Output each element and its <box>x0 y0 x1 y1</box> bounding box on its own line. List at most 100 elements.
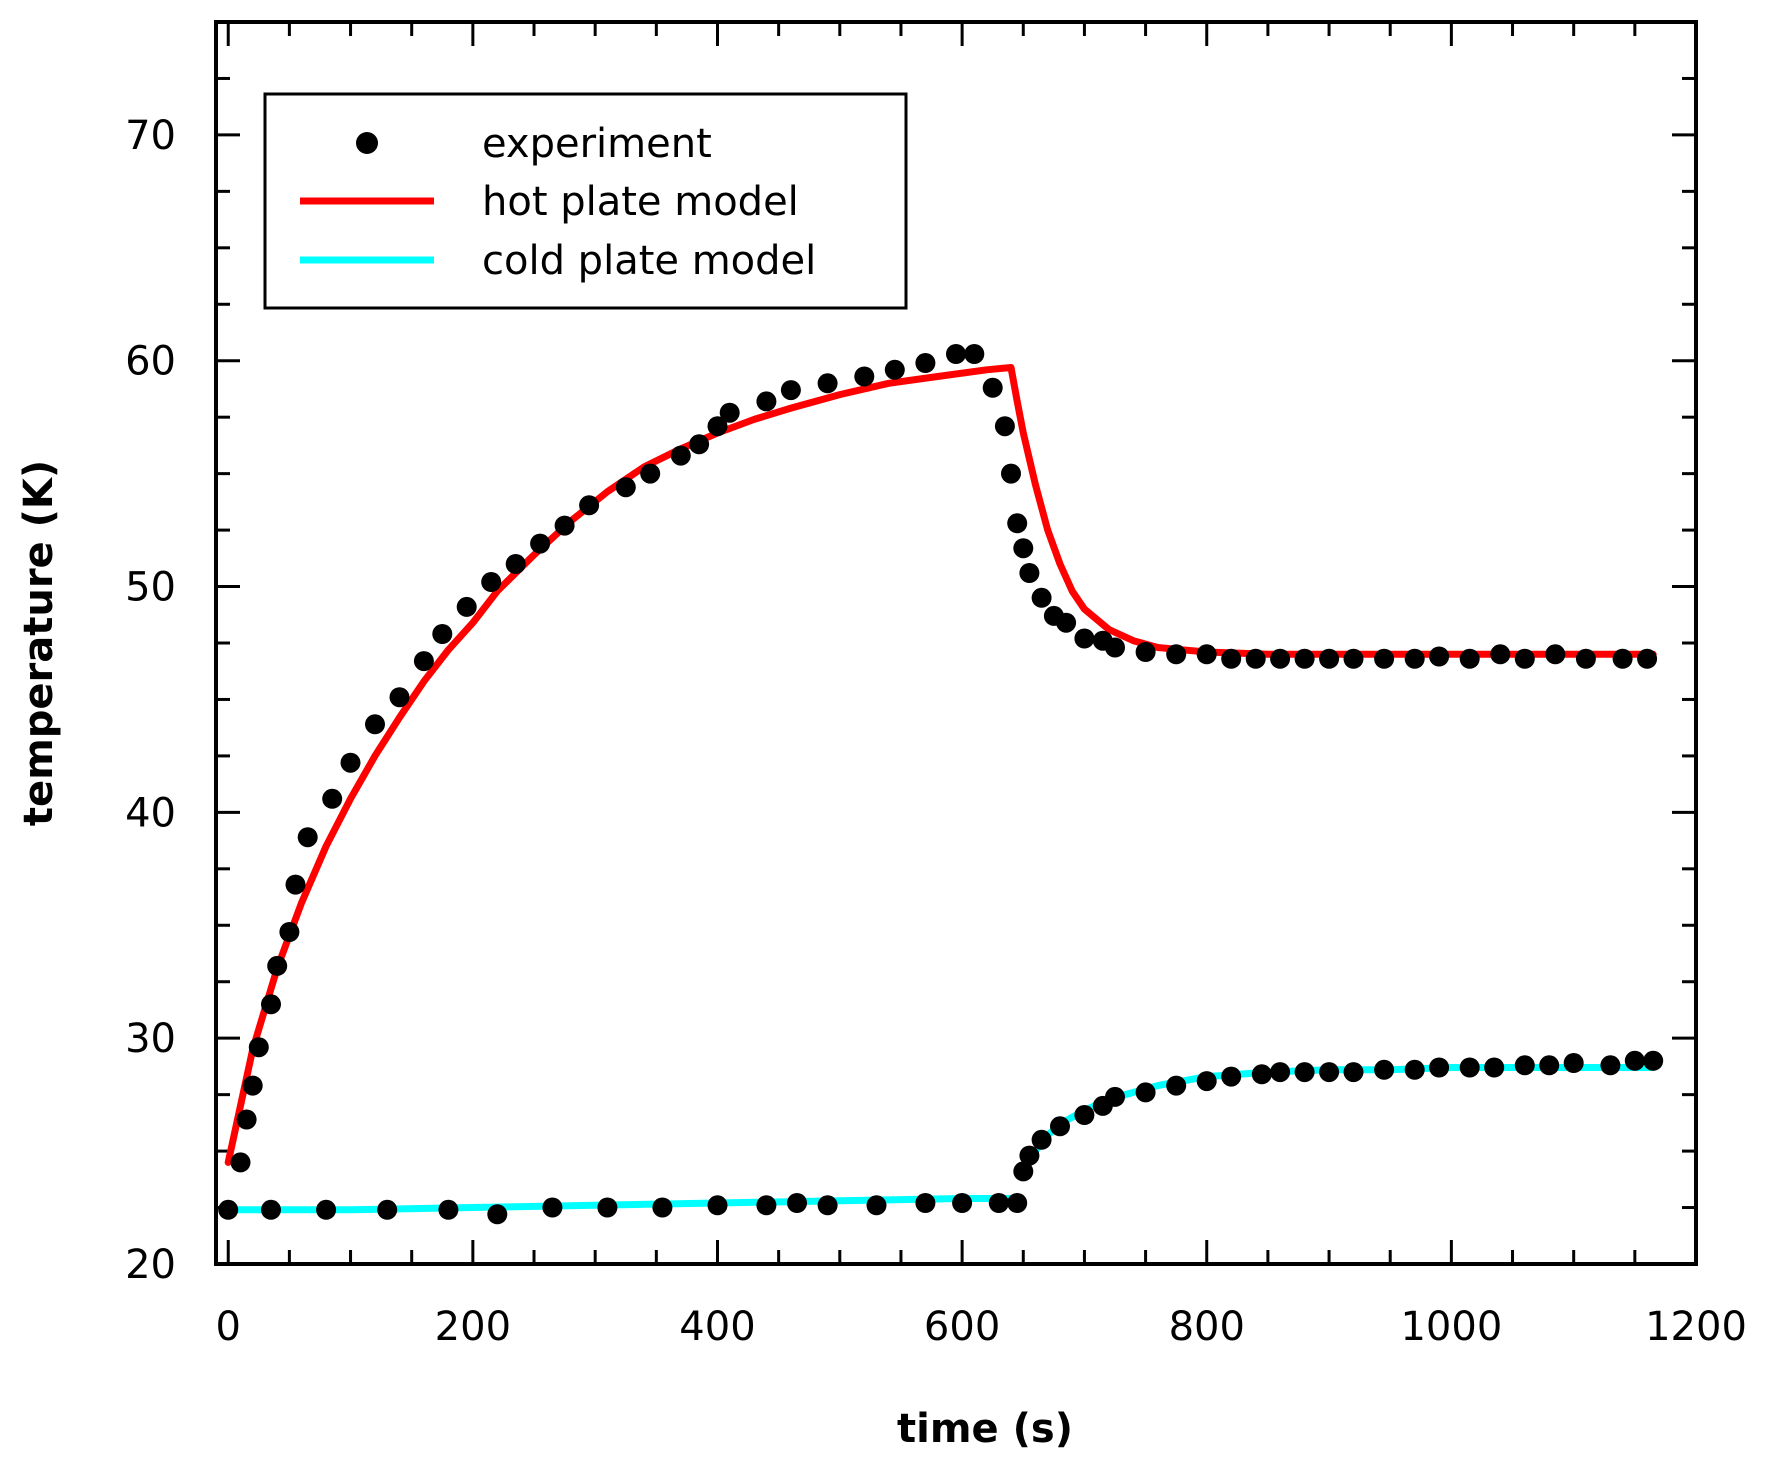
y-tick-label: 70 <box>125 113 176 159</box>
cold-plate-model-line <box>224 1195 1015 1214</box>
experiment-point <box>1294 1062 1315 1083</box>
experiment-point <box>817 1195 838 1216</box>
experiment-point <box>279 922 300 942</box>
experiment-point <box>1196 1071 1217 1092</box>
experiment-point <box>1074 628 1095 649</box>
experiment-point <box>670 445 691 466</box>
experiment-point <box>1319 1062 1340 1083</box>
experiment-point <box>1074 1105 1095 1125</box>
experiment-point <box>1374 1059 1395 1080</box>
experiment-point <box>964 344 985 364</box>
experiment-point <box>1490 644 1511 665</box>
experiment-point <box>988 1193 1009 1213</box>
cold-plate-model-line <box>1019 1064 1657 1178</box>
experiment-point <box>316 1199 337 1220</box>
experiment-point <box>1221 1066 1242 1087</box>
x-tick-label: 800 <box>1169 1304 1245 1350</box>
experiment-point <box>756 1195 777 1216</box>
hot-plate-model-line <box>224 364 1657 1166</box>
experiment-point <box>1251 1064 1272 1085</box>
x-tick-label: 200 <box>435 1304 511 1350</box>
experiment-point <box>1404 648 1425 669</box>
experiment-point <box>946 344 966 364</box>
experiment-point <box>1050 1116 1070 1137</box>
experiment-point <box>780 380 801 401</box>
y-tick-label: 50 <box>125 565 176 611</box>
experiment-point <box>236 1109 257 1130</box>
experiment-point <box>481 572 502 592</box>
experiment-point <box>1563 1053 1584 1073</box>
experiment-point <box>579 495 600 516</box>
experiment-point <box>377 1199 398 1220</box>
experiment-point <box>1459 648 1480 669</box>
experiment-point <box>340 752 361 773</box>
experiment-point <box>1135 1082 1156 1103</box>
experiment-point <box>1056 612 1077 633</box>
experiment-point <box>1019 563 1040 583</box>
experiment-point <box>530 533 551 554</box>
experiment-point <box>1019 1145 1040 1166</box>
experiment-point <box>432 624 453 644</box>
experiment-point <box>248 1037 269 1058</box>
experiment-point <box>1484 1057 1505 1078</box>
experiment-point <box>297 827 318 848</box>
experiment-point <box>1612 648 1633 669</box>
experiment-point <box>1105 637 1125 658</box>
experiment-point <box>1031 1129 1052 1150</box>
model-lines <box>224 364 1657 1214</box>
experiment-point <box>1013 1161 1034 1182</box>
experiment-point <box>1459 1057 1480 1078</box>
experiment-point <box>1374 648 1395 669</box>
y-tick-label: 60 <box>125 339 176 385</box>
y-tick-label: 20 <box>125 1242 176 1288</box>
experiment-point <box>1343 1062 1364 1083</box>
experiment-point <box>982 377 1003 398</box>
experiment-point <box>1624 1050 1645 1071</box>
experiment-point <box>787 1193 807 1213</box>
experiment-point <box>1196 644 1217 665</box>
experiment-point <box>719 402 740 423</box>
legend: experiment hot plate model cold plate mo… <box>263 92 908 310</box>
experiment-point <box>1429 646 1450 667</box>
experiment-point <box>689 434 710 455</box>
experiment-point <box>1575 648 1596 669</box>
experiment-point <box>640 463 661 484</box>
experiment-point <box>285 874 306 895</box>
experiment-point <box>1643 1050 1664 1071</box>
experiment-point <box>652 1197 673 1218</box>
y-tick-label: 40 <box>125 790 176 836</box>
experiment-point <box>1294 648 1315 669</box>
experiment-point <box>707 1195 728 1216</box>
x-tick-label: 600 <box>924 1304 1000 1350</box>
experiment-point <box>1343 648 1364 669</box>
y-axis-title: temperature (K) <box>16 460 62 826</box>
y-tick-label: 30 <box>125 1016 176 1062</box>
experiment-point <box>915 353 936 373</box>
experiment-point <box>915 1193 936 1213</box>
experiment-point <box>1007 1193 1028 1213</box>
axis-ticks <box>216 20 1698 1266</box>
experiment-point <box>884 359 905 380</box>
experiment-point <box>456 596 477 617</box>
experiment-point <box>707 416 728 437</box>
experiment-point <box>1135 642 1156 662</box>
experiment-point <box>1319 648 1340 669</box>
x-tick-label: 0 <box>216 1304 241 1350</box>
experiment-point <box>1031 587 1052 608</box>
experiment-point <box>1166 644 1187 665</box>
axis-tick-labels: 0 200 400 600 800 1000 1200 20 30 40 50 60 70 <box>125 113 1747 1350</box>
experiment-point <box>756 391 777 412</box>
experiment-point <box>1166 1075 1187 1096</box>
experiment-point <box>1221 648 1242 669</box>
experiment-point <box>261 1199 281 1220</box>
experiment-point <box>505 554 526 574</box>
legend-cold-plate-label: cold plate model <box>482 238 816 284</box>
experiment-point <box>218 1199 239 1220</box>
experiment-point <box>1600 1055 1621 1076</box>
experiment-point <box>554 515 575 536</box>
x-tick-label: 1200 <box>1645 1304 1747 1350</box>
experiment-point <box>1270 648 1291 669</box>
experiment-point <box>389 687 410 708</box>
legend-experiment-marker <box>356 132 378 154</box>
